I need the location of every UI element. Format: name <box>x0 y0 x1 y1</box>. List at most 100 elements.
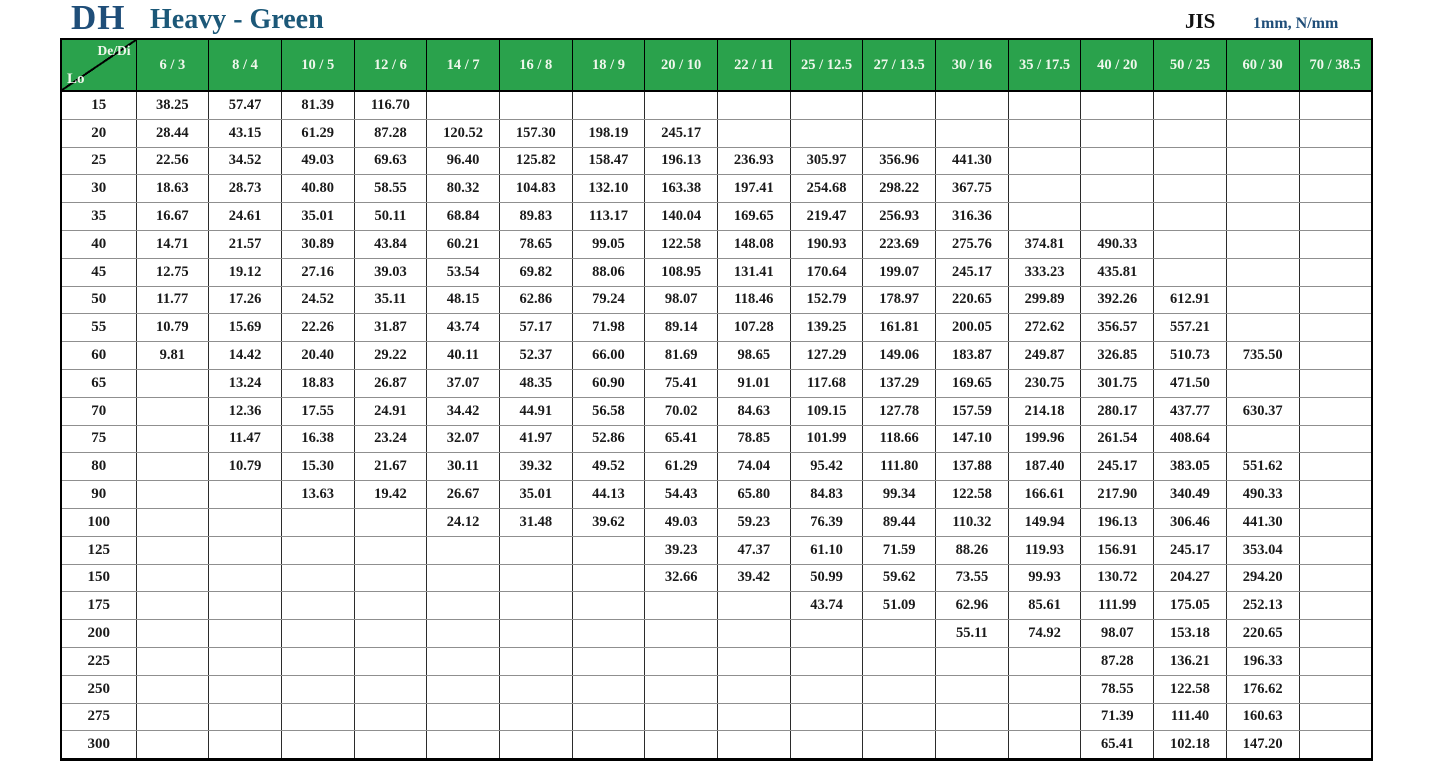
rate-cell <box>135 424 210 454</box>
column-header: 60 / 30 <box>1225 38 1300 92</box>
table-row: 20 28.44 43.15 61.29 87.28 120.52 157.30 198.19… <box>60 118 1373 148</box>
rate-cell: 122.58 <box>935 480 1009 509</box>
rate-cell: 245.17 <box>1153 535 1227 565</box>
rate-cell: 157.59 <box>935 396 1009 426</box>
rate-cell: 196.13 <box>644 146 718 176</box>
rate-cell <box>935 90 1009 120</box>
rate-cell: 510.73 <box>1153 341 1227 370</box>
rate-cell: 21.67 <box>353 452 428 482</box>
corner-header-cell: De/Di Lo <box>60 38 137 92</box>
rate-cell: 107.28 <box>717 313 791 343</box>
rate-cell: 153.18 <box>1153 619 1227 648</box>
rate-cell <box>1080 118 1155 148</box>
rate-cell: 140.04 <box>644 202 718 231</box>
rate-cell: 551.62 <box>1225 452 1300 482</box>
rate-cell: 169.65 <box>935 368 1009 398</box>
rate-cell <box>135 646 210 676</box>
rate-cell: 490.33 <box>1225 480 1300 509</box>
table-row: 55 10.79 15.69 22.26 31.87 43.74 57.17 71.98 89.… <box>60 313 1373 343</box>
row-label: 35 <box>60 202 137 231</box>
table-row: 80 10.79 15.30 21.67 30.11 39.32 49.52 61.29 74.… <box>60 452 1373 482</box>
rate-cell: 40.80 <box>280 174 355 204</box>
rate-cell <box>353 591 428 621</box>
row-label: 125 <box>60 535 137 565</box>
rate-cell: 441.30 <box>935 146 1009 176</box>
rate-cell: 24.12 <box>426 507 500 537</box>
column-header: 25 / 12.5 <box>789 38 864 92</box>
rate-cell: 220.65 <box>935 285 1009 315</box>
rate-cell: 14.71 <box>135 229 210 259</box>
rate-cell <box>498 646 573 676</box>
table-row: 200 55.11 74.92 98.07 153.18 220.65 <box>60 619 1373 648</box>
rate-cell <box>789 619 864 648</box>
rate-cell: 148.08 <box>717 229 791 259</box>
rate-cell: 190.93 <box>789 229 864 259</box>
rate-cell <box>717 702 791 732</box>
rate-cell: 18.83 <box>280 368 355 398</box>
rate-cell: 198.19 <box>571 118 646 148</box>
rate-cell: 59.23 <box>717 507 791 537</box>
rate-cell: 471.50 <box>1153 368 1227 398</box>
rate-cell: 31.48 <box>498 507 573 537</box>
rate-cell <box>498 591 573 621</box>
rate-cell: 62.86 <box>498 285 573 315</box>
rate-cell: 557.21 <box>1153 313 1227 343</box>
rate-cell <box>280 535 355 565</box>
rate-cell: 125.82 <box>498 146 573 176</box>
rate-cell <box>353 730 428 761</box>
rate-cell: 149.94 <box>1007 507 1082 537</box>
rate-cell: 630.37 <box>1225 396 1300 426</box>
rate-cell: 249.87 <box>1007 341 1082 370</box>
rate-cell: 120.52 <box>426 118 500 148</box>
rate-cell <box>717 730 791 761</box>
rate-cell: 116.70 <box>353 90 428 120</box>
rate-cell <box>1153 257 1227 287</box>
rate-cell: 78.55 <box>1080 674 1155 704</box>
column-header: 30 / 16 <box>935 38 1009 92</box>
standard-label: JIS <box>1185 9 1216 33</box>
rate-cell <box>935 674 1009 704</box>
rate-cell <box>426 730 500 761</box>
column-header: 6 / 3 <box>135 38 210 92</box>
rate-cell: 299.89 <box>1007 285 1082 315</box>
rate-cell <box>208 674 282 704</box>
rate-cell <box>426 563 500 593</box>
rate-cell: 81.39 <box>280 90 355 120</box>
rate-cell: 78.85 <box>717 424 791 454</box>
rate-cell <box>353 507 428 537</box>
rate-cell <box>1298 341 1373 370</box>
row-label: 45 <box>60 257 137 287</box>
rate-cell: 441.30 <box>1225 507 1300 537</box>
rate-cell <box>1298 229 1373 259</box>
table-row: 75 11.47 16.38 23.24 32.07 41.97 52.86 65.41 78.… <box>60 424 1373 454</box>
rate-cell: 87.28 <box>1080 646 1155 676</box>
rate-cell: 32.66 <box>644 563 718 593</box>
rate-cell: 39.32 <box>498 452 573 482</box>
rate-cell: 74.92 <box>1007 619 1082 648</box>
rate-cell: 11.47 <box>208 424 282 454</box>
rate-cell <box>717 118 791 148</box>
rate-cell <box>280 591 355 621</box>
rate-cell: 110.32 <box>935 507 1009 537</box>
rate-cell: 132.10 <box>571 174 646 204</box>
rate-cell: 333.23 <box>1007 257 1082 287</box>
rate-cell <box>644 646 718 676</box>
rate-cell: 236.93 <box>717 146 791 176</box>
rate-cell <box>789 646 864 676</box>
rate-cell <box>280 702 355 732</box>
rate-cell <box>426 90 500 120</box>
rate-cell <box>426 702 500 732</box>
table-row: 225 87.28 136.21 196.33 <box>60 646 1373 676</box>
rate-cell <box>208 563 282 593</box>
rate-cell: 163.38 <box>644 174 718 204</box>
rate-cell: 187.40 <box>1007 452 1082 482</box>
rate-cell: 18.63 <box>135 174 210 204</box>
rate-cell <box>571 730 646 761</box>
row-label: 65 <box>60 368 137 398</box>
rate-cell: 65.80 <box>717 480 791 509</box>
rate-cell <box>208 702 282 732</box>
rate-cell <box>135 396 210 426</box>
rate-cell: 196.13 <box>1080 507 1155 537</box>
rate-cell: 160.63 <box>1225 702 1300 732</box>
